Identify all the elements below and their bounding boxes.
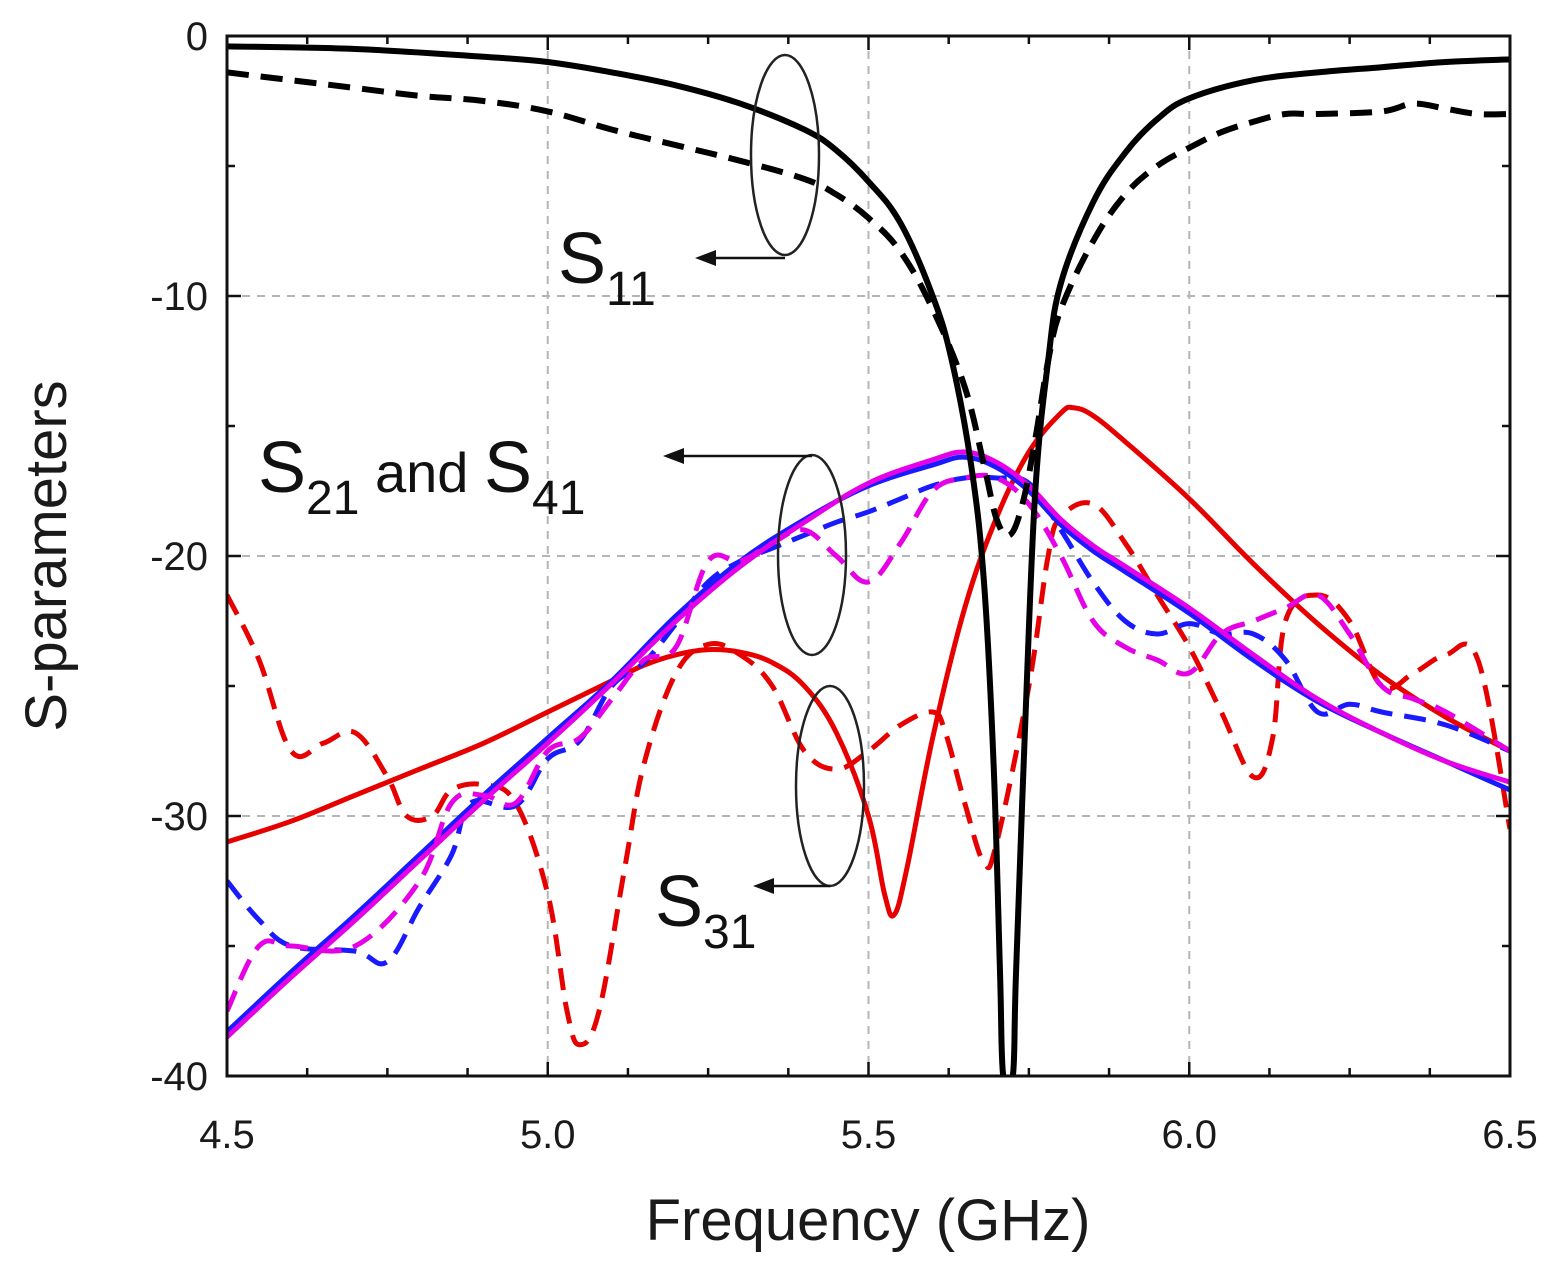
s31-arrowhead (753, 878, 774, 894)
y-tick-label-4: -40 (150, 1055, 208, 1099)
s41-label-main: S (484, 428, 532, 508)
x-axis-title: Frequency (GHz) (646, 1188, 1091, 1253)
s31-label-sub: 31 (703, 906, 756, 959)
series-s21-simulated (227, 454, 1510, 1034)
series-s11-simulated (227, 43, 1510, 1076)
s21-label-main: S (258, 428, 306, 508)
y-tick-label-3: -30 (150, 795, 208, 839)
series-s31-simulated (227, 404, 1510, 919)
s11-label-sub: 11 (606, 263, 656, 316)
axis-ticks (225, 34, 1512, 1078)
and-label: and (359, 441, 484, 504)
x-tick-label-4: 6.5 (1482, 1113, 1538, 1157)
series-s21-measured (227, 474, 1510, 967)
grid-lines (227, 36, 1510, 1076)
y-tick-label-0: 0 (186, 15, 208, 59)
s11-arrowhead (695, 250, 716, 266)
y-axis-title: S-parameters (14, 380, 79, 731)
x-tick-label-0: 4.5 (199, 1113, 255, 1157)
x-tick-label-1: 5.0 (520, 1113, 576, 1157)
x-tick-label-3: 6.0 (1161, 1113, 1217, 1157)
s11-group-ellipse (749, 53, 821, 257)
y-tick-label-1: -10 (150, 275, 208, 319)
s11-label: S11 (558, 219, 656, 316)
s31-label: S31 (655, 862, 756, 959)
annotation-s11: S11 (558, 53, 821, 316)
y-tick-label-2: -20 (150, 535, 208, 579)
annotation-s21-s41: S21 and S41 (258, 428, 848, 657)
s41-label-sub: 41 (532, 472, 585, 525)
s11-label-main: S (558, 219, 606, 299)
s21-s41-label: S21 and S41 (258, 428, 585, 525)
series-layer (227, 43, 1510, 1076)
series-s41-measured (227, 472, 1510, 1013)
series-s41-simulated (227, 449, 1510, 1039)
s21-label-sub: 21 (306, 472, 359, 525)
series-s11-measured (227, 69, 1510, 539)
annotation-s31: S31 (655, 684, 866, 959)
s31-label-main: S (655, 862, 703, 942)
x-tick-label-2: 5.5 (841, 1113, 897, 1157)
s21-s41-arrowhead (663, 448, 684, 464)
